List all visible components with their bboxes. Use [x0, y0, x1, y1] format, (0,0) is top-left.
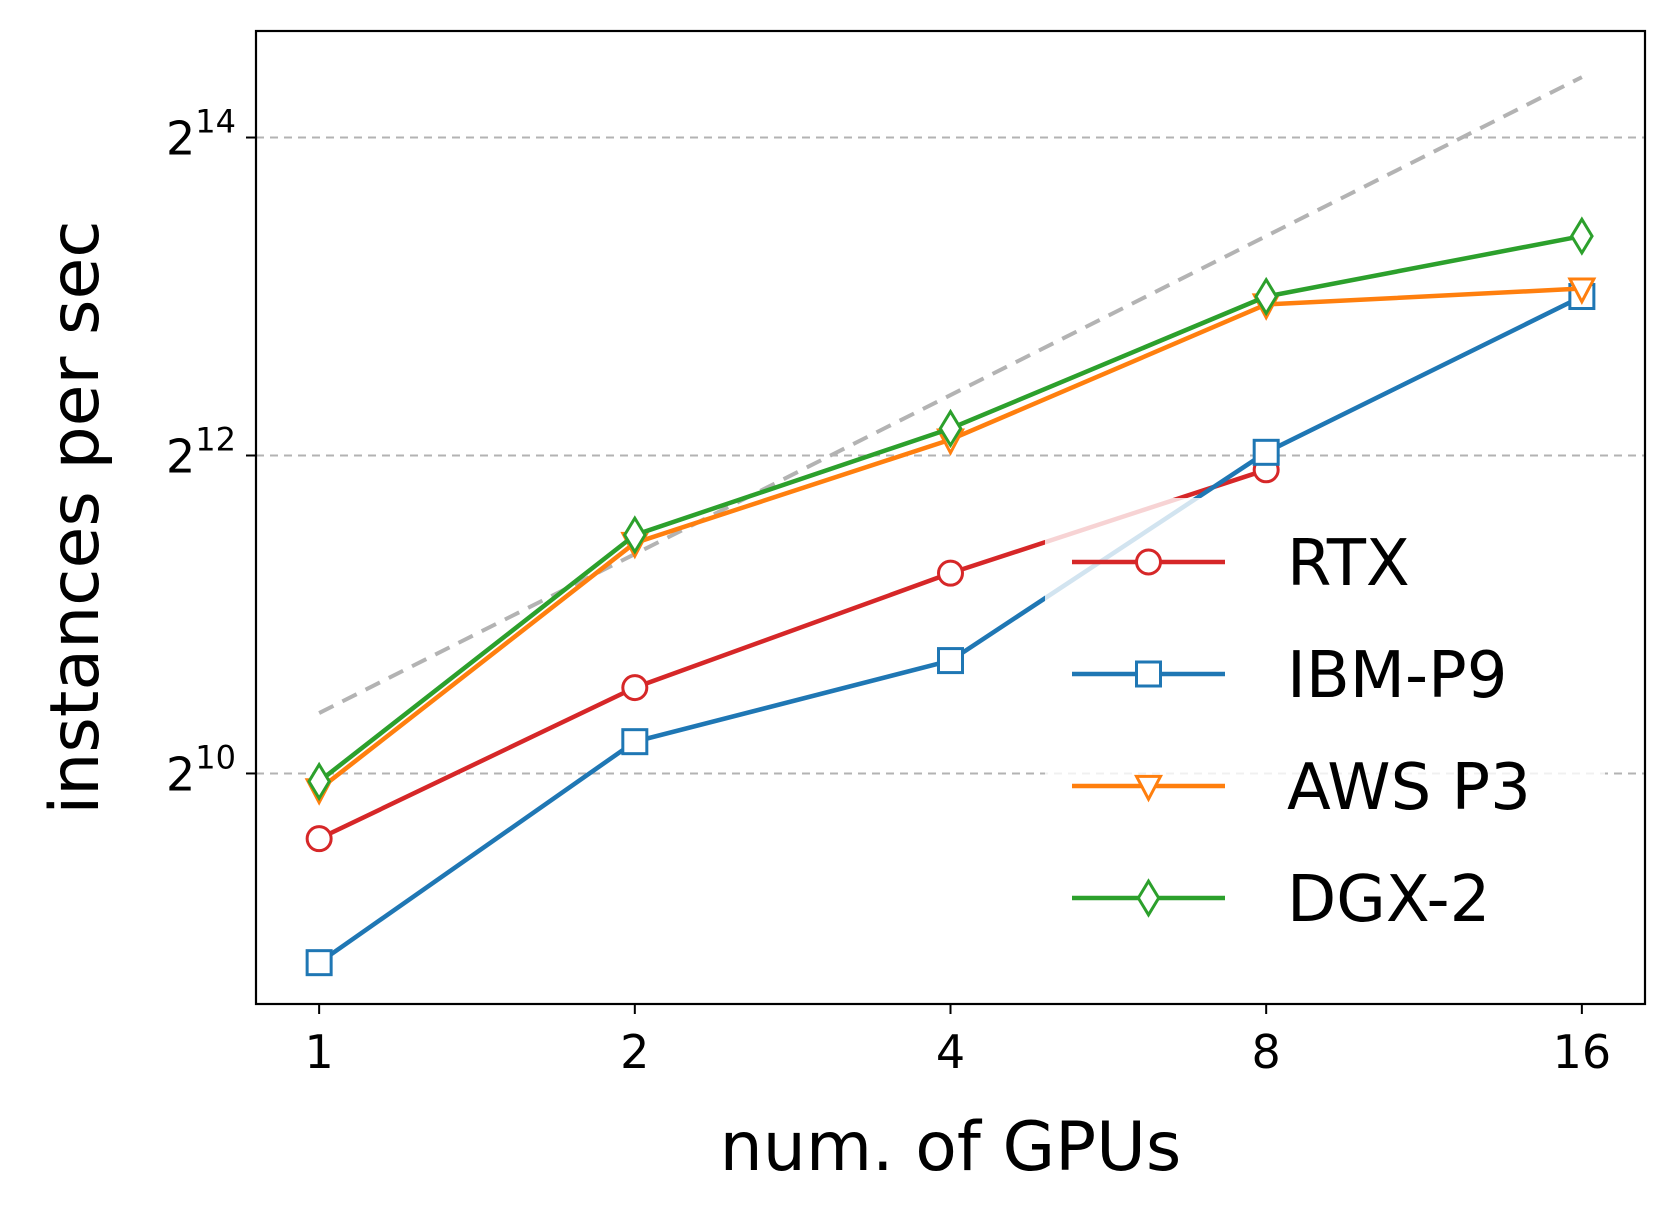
y-tick-exponent: 12 — [195, 420, 236, 458]
x-tick-label: 1 — [304, 1025, 333, 1079]
y-tick-base: 2 — [166, 429, 195, 483]
y-tick-base: 2 — [166, 112, 195, 166]
data-point — [622, 515, 647, 555]
data-point — [621, 674, 649, 702]
data-point — [621, 728, 649, 756]
legend-label: RTX — [1287, 527, 1410, 601]
series-ibm-p9 — [305, 283, 1596, 977]
legend-marker — [1135, 660, 1162, 688]
y-tick-exponent: 10 — [195, 738, 236, 776]
legend-item-aws-p3: AWS P3 — [1072, 751, 1531, 825]
legend-label: IBM-P9 — [1287, 639, 1507, 713]
y-tick-label: 212 — [166, 420, 236, 483]
legend-marker — [1135, 548, 1162, 576]
y-axis-title: instances per sec — [36, 220, 115, 814]
data-point — [307, 761, 332, 802]
legend-background — [1045, 498, 1605, 958]
data-point — [1569, 216, 1594, 256]
series-layer — [304, 216, 1597, 977]
legend-label: DGX-2 — [1287, 863, 1490, 937]
x-axis: 1 2 4 8 16 — [304, 1004, 1611, 1079]
legend-item-ibm-p9: IBM-P9 — [1072, 639, 1507, 713]
y-tick-label: 210 — [166, 738, 236, 801]
legend: RTX IBM-P9 AWS P3 DGX-2 — [1072, 527, 1531, 937]
y-tick-base: 2 — [166, 747, 195, 801]
legend-item-dgx-2: DGX-2 — [1072, 863, 1490, 937]
data-point — [1252, 438, 1280, 466]
x-axis-title: num. of GPUs — [720, 1108, 1182, 1187]
data-point — [937, 559, 964, 587]
data-point — [938, 408, 963, 449]
data-point — [937, 647, 964, 675]
legend-marker — [1134, 774, 1163, 803]
grid-lines — [256, 136, 1645, 775]
x-tick-label: 4 — [936, 1025, 965, 1079]
legend-label: AWS P3 — [1287, 751, 1531, 825]
ideal-scaling-line — [318, 75, 1583, 715]
data-point — [1254, 276, 1279, 317]
series-dgx-2 — [307, 216, 1594, 802]
x-tick-label: 2 — [620, 1025, 649, 1079]
legend-marker — [1136, 878, 1161, 918]
x-tick-label: 8 — [1252, 1025, 1281, 1079]
x-tick-label: 16 — [1553, 1025, 1612, 1079]
data-point — [1567, 277, 1597, 305]
data-point — [305, 949, 333, 977]
y-tick-exponent: 14 — [195, 103, 236, 141]
y-tick-label: 214 — [166, 103, 236, 166]
legend-item-rtx: RTX — [1072, 527, 1410, 601]
data-point — [305, 825, 333, 853]
